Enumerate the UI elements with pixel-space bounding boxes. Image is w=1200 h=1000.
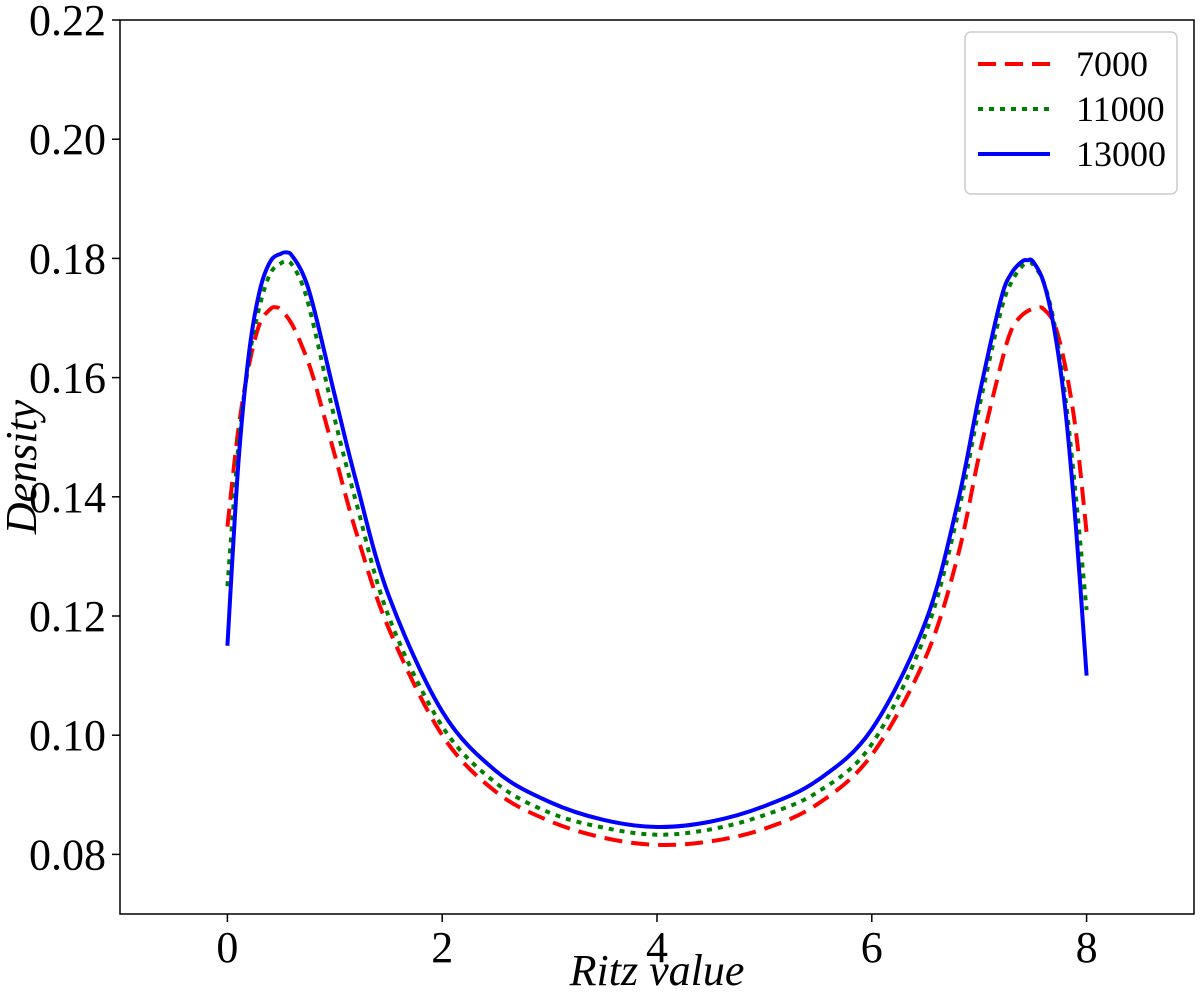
legend: 7000 11000 13000 — [964, 31, 1178, 195]
y-axis-ticks: 0.08 0.10 0.12 0.14 0.16 0.18 0.20 0.22 — [29, 0, 120, 879]
x-tick-label: 4 — [646, 923, 668, 972]
y-tick-label: 0.18 — [29, 234, 106, 283]
y-tick-label: 0.20 — [29, 115, 106, 164]
legend-label-13000: 13000 — [1076, 134, 1166, 174]
y-tick-label: 0.14 — [29, 473, 106, 522]
x-tick-label: 6 — [861, 923, 883, 972]
y-tick-label: 0.22 — [29, 0, 106, 45]
y-tick-label: 0.08 — [29, 830, 106, 879]
x-tick-label: 0 — [216, 923, 238, 972]
x-tick-label: 2 — [431, 923, 453, 972]
series-line-13000 — [225, 250, 1089, 830]
y-tick-label: 0.12 — [29, 592, 106, 641]
x-tick-label: 8 — [1076, 923, 1098, 972]
x-axis-ticks: 0 2 4 6 8 — [216, 914, 1098, 972]
legend-label-11000: 11000 — [1076, 89, 1165, 129]
y-tick-label: 0.10 — [29, 711, 106, 760]
legend-label-7000: 7000 — [1076, 44, 1148, 84]
y-tick-label: 0.16 — [29, 354, 106, 403]
y-axis-label: Density — [0, 399, 46, 535]
series-line-7000 — [225, 305, 1089, 848]
series-lines — [225, 250, 1089, 848]
x-axis-label: Ritz value — [569, 946, 745, 995]
